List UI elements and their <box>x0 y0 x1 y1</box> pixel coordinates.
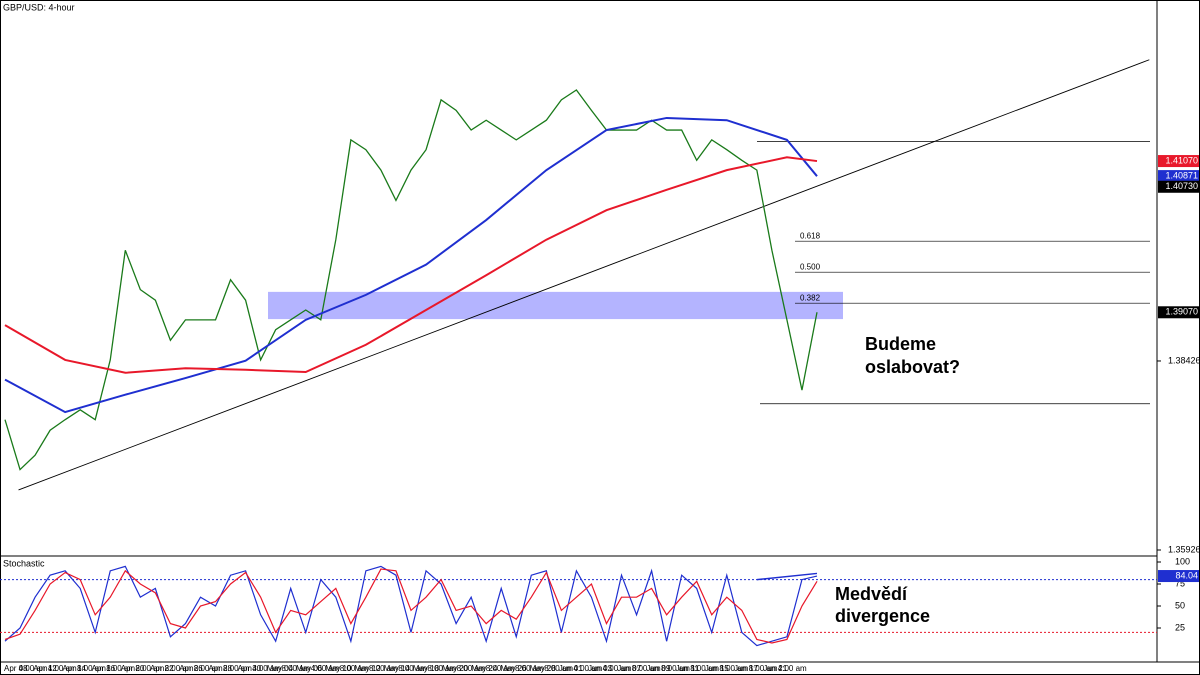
x-tick-label: Apr 08 <box>4 664 28 673</box>
x-tick-label: 8:00 am <box>544 664 573 673</box>
x-tick-label: Jun 01 <box>559 664 584 673</box>
x-tick-label: May 26 <box>500 664 527 673</box>
stoch-tag-label: 84.04 <box>1175 570 1198 580</box>
x-tick-label: 8:00 am <box>223 664 252 673</box>
y-tick-label: 75 <box>1175 578 1185 588</box>
x-tick-label: May 20 <box>442 664 469 673</box>
annotation: oslabovat? <box>865 357 960 377</box>
price-line <box>4 156 818 374</box>
x-tick-label: Apr 20 <box>121 664 145 673</box>
x-tick-label: 8:00 am <box>661 664 690 673</box>
x-tick-label: May 10 <box>325 664 352 673</box>
price-tag <box>1158 180 1199 193</box>
x-tick-label: May 18 <box>413 664 440 673</box>
x-tick-label: Jun 17 <box>734 664 759 673</box>
stoch-tag <box>1158 570 1199 583</box>
fib-label: 0.618 <box>800 231 821 240</box>
x-tick-label: Apr 12 <box>33 664 57 673</box>
y-tick-label: 1.38426 <box>1168 355 1200 365</box>
x-tick-label: 8:00 am <box>427 664 456 673</box>
x-tick-label: 8:00 am <box>369 664 398 673</box>
x-tick-label: 4:00 am <box>603 664 632 673</box>
x-tick-label: Apr 30 <box>238 664 262 673</box>
x-tick-label: 8:00 am <box>135 664 164 673</box>
y-tick-label: 25 <box>1175 622 1185 632</box>
stoch-line <box>4 565 818 647</box>
x-tick-label: May 06 <box>296 664 323 673</box>
x-tick-label: 8:00 am <box>515 664 544 673</box>
x-tick-label: 4:00 am <box>48 664 77 673</box>
x-tick-label: Apr 28 <box>208 664 232 673</box>
price-tag <box>1158 306 1199 319</box>
x-tick-label: 8:00 am <box>749 664 778 673</box>
x-tick-label: 8:00 am <box>77 664 106 673</box>
x-tick-label: Apr 16 <box>92 664 116 673</box>
price-tag-label: 1.41070 <box>1165 155 1198 165</box>
x-tick-label: 8:00 am <box>457 664 486 673</box>
x-tick-label: 4:00 am <box>573 664 602 673</box>
x-tick-label: Jun 11 <box>676 664 700 673</box>
price-line <box>4 116 818 414</box>
annotation: Medvědí <box>835 584 908 604</box>
x-tick-label: Jun 21 <box>763 664 788 673</box>
x-tick-label: May 04 <box>267 664 294 673</box>
x-tick-label: May 12 <box>354 664 381 673</box>
chart-title: GBP/USD: 4-hour <box>3 2 75 12</box>
x-tick-label: 4:00 am <box>252 664 281 673</box>
price-tag <box>1158 170 1199 183</box>
x-tick-label: Apr 26 <box>179 664 203 673</box>
y-tick-label: 1.35926 <box>1168 544 1200 554</box>
fib-label: 0.500 <box>800 262 821 271</box>
price-tag <box>1158 155 1199 168</box>
x-tick-label: 8:00 am <box>690 664 719 673</box>
price-tag-label: 1.39070 <box>1165 307 1198 317</box>
x-tick-label: May 24 <box>471 664 498 673</box>
fib-label: 0.382 <box>800 293 821 302</box>
x-tick-label: 4:00 am <box>19 664 48 673</box>
x-tick-label: May 28 <box>530 664 557 673</box>
x-tick-label: Jun 07 <box>617 664 642 673</box>
x-tick-label: Jun 15 <box>705 664 730 673</box>
x-tick-label: 4:00 am <box>778 664 807 673</box>
price-tag-label: 1.40730 <box>1165 181 1198 191</box>
x-tick-label: 8:00 am <box>281 664 310 673</box>
price-line <box>4 89 818 471</box>
x-tick-label: 8:00 am <box>165 664 194 673</box>
x-tick-label: 8:00 am <box>106 664 135 673</box>
x-tick-label: May 14 <box>384 664 411 673</box>
divergence-line <box>756 572 818 581</box>
x-tick-label: Jun 09 <box>646 664 671 673</box>
x-tick-label: 4:00 am <box>311 664 340 673</box>
stochastic-title: Stochastic <box>3 558 45 568</box>
x-tick-label: 8:00 am <box>194 664 223 673</box>
x-tick-label: Apr 22 <box>150 664 174 673</box>
x-tick-label: 8:00 am <box>340 664 369 673</box>
x-tick-label: 8:00 am <box>719 664 748 673</box>
y-tick-label: 100 <box>1175 556 1190 566</box>
trendline <box>18 59 1150 491</box>
x-tick-label: 8:00 am <box>398 664 427 673</box>
x-tick-label: 8:00 am <box>486 664 515 673</box>
annotation: divergence <box>835 606 930 626</box>
x-tick-label: Apr 14 <box>62 664 86 673</box>
x-tick-label: Jun 03 <box>588 664 613 673</box>
annotation: Budeme <box>865 334 936 354</box>
stoch-line <box>4 568 818 644</box>
support-zone <box>268 291 843 320</box>
y-tick-label: 50 <box>1175 600 1185 610</box>
x-tick-label: 8:00 am <box>632 664 661 673</box>
price-tag-label: 1.40871 <box>1165 170 1198 180</box>
